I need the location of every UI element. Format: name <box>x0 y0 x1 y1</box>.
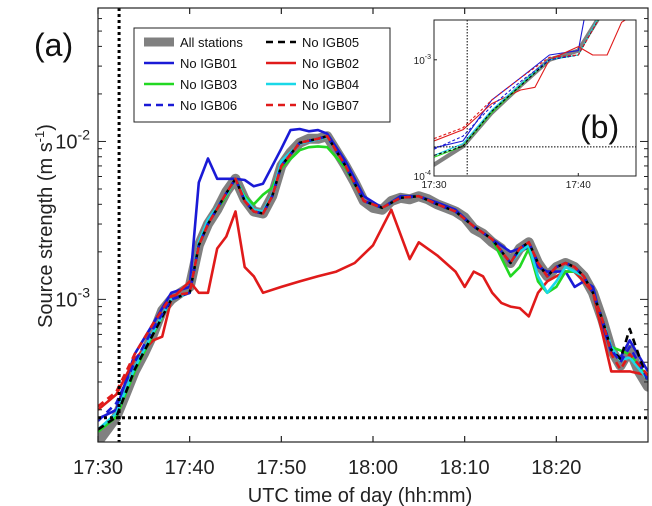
y-axis-label: Source strength (m s-1) <box>32 124 57 328</box>
legend-label-no-igb03: No IGB03 <box>180 77 237 92</box>
inset-plot-frame <box>433 19 637 177</box>
legend-label-all-stations: All stations <box>180 35 243 50</box>
y-axis-label-main: Source strength (m s <box>35 142 57 328</box>
main-series-no-igb07 <box>98 134 648 408</box>
y-axis-label-close: ) <box>35 124 57 131</box>
inset-background <box>434 20 636 176</box>
main-series-no-igb02 <box>98 208 648 411</box>
y-tick-base: 10 <box>55 131 77 153</box>
y-tick-label: 10-2 <box>55 126 90 153</box>
x-tick-label: 17:50 <box>256 457 306 479</box>
legend-label-no-igb01: No IGB01 <box>180 56 237 71</box>
x-tick-label: 17:30 <box>73 457 123 479</box>
y-tick-base: 10 <box>55 289 77 311</box>
x-axis-label: UTC time of day (hh:mm) <box>248 485 472 506</box>
y-tick-exponent: -2 <box>78 126 91 142</box>
inset-y-tick-exponent: -3 <box>425 54 431 61</box>
legend-label-no-igb05: No IGB05 <box>302 35 359 50</box>
inset-reference-lines <box>434 20 636 176</box>
inset-y-tick-base: 10 <box>414 56 426 67</box>
y-tick-label: 10-3 <box>55 284 90 311</box>
inset-x-tick-label: 17:40 <box>566 180 591 191</box>
legend-box <box>133 27 391 123</box>
inset-series-no-igb07 <box>434 20 599 140</box>
main-series-no-igb05 <box>98 134 648 431</box>
x-tick-label: 18:00 <box>348 457 398 479</box>
inset-plot-series <box>434 20 627 167</box>
legend-label-no-igb06: No IGB06 <box>180 98 237 113</box>
legend-label-no-igb04: No IGB04 <box>302 77 359 92</box>
x-tick-label: 18:20 <box>531 457 581 479</box>
panel-label-b: (b) <box>580 109 619 145</box>
inset-y-tick-exponent: -4 <box>425 170 431 177</box>
main-reference-lines <box>98 8 648 442</box>
inset-x-tick-label: 17:30 <box>421 180 446 191</box>
panel-label-a: (a) <box>34 27 73 63</box>
x-tick-label: 18:10 <box>440 457 490 479</box>
y-tick-exponent: -3 <box>78 284 91 300</box>
inset-y-tick-base: 10 <box>414 172 426 183</box>
inset-y-tick-label: 10-4 <box>414 170 431 183</box>
legend-label-no-igb02: No IGB02 <box>302 56 359 71</box>
legend-label-no-igb07: No IGB07 <box>302 98 359 113</box>
y-axis-label-sup: -1 <box>32 131 47 143</box>
x-tick-label: 17:40 <box>165 457 215 479</box>
main-plot-series <box>98 127 648 442</box>
inset-y-tick-label: 10-3 <box>414 54 431 67</box>
legend: All stations No IGB05 No IGB01 No IGB02 No I… <box>133 27 391 123</box>
